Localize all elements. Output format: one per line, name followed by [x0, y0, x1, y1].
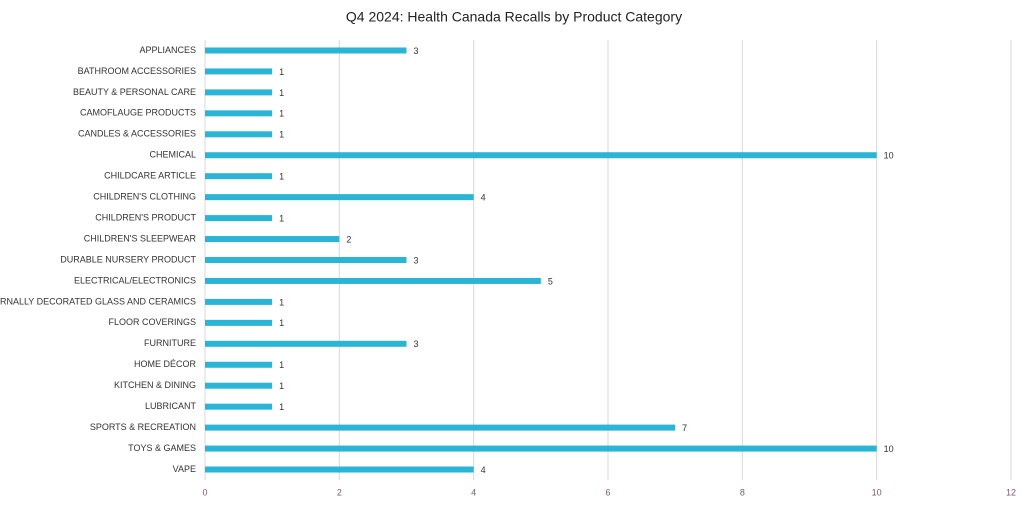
data-label: 1	[279, 318, 284, 328]
y-tick-label: CHILDREN'S CLOTHING	[93, 192, 196, 202]
data-label: 1	[279, 381, 284, 391]
bar	[205, 298, 273, 305]
x-tick-label: 8	[740, 487, 745, 497]
bar	[205, 382, 273, 389]
bar	[205, 403, 273, 410]
data-label: 10	[884, 151, 894, 161]
y-tick-label: CHEMICAL	[149, 150, 196, 160]
bar	[205, 131, 273, 138]
y-tick-label: CAMOFLAUGE PRODUCTS	[80, 108, 196, 118]
bar	[205, 110, 273, 117]
y-tick-label: BEAUTY & PERSONAL CARE	[73, 87, 196, 97]
bar	[205, 89, 273, 96]
y-tick-label: EXTERNALLY DECORATED GLASS AND CERAMICS	[0, 296, 196, 306]
data-label: 1	[279, 297, 284, 307]
data-label: 1	[279, 172, 284, 182]
data-label: 10	[884, 444, 894, 454]
x-tick-label: 4	[471, 487, 476, 497]
data-label: 7	[682, 423, 687, 433]
bar	[205, 257, 407, 263]
data-label: 1	[279, 360, 284, 370]
bar	[205, 424, 676, 431]
data-label: 1	[279, 130, 284, 140]
bar	[205, 215, 273, 222]
data-label: 3	[414, 339, 419, 349]
data-label: 3	[414, 46, 419, 56]
chart-title: Q4 2024: Health Canada Recalls by Produc…	[346, 9, 682, 25]
bar	[205, 361, 273, 368]
x-tick-label: 6	[605, 487, 610, 497]
x-tick-label: 0	[202, 487, 207, 497]
y-tick-label: FURNITURE	[144, 338, 196, 348]
bar	[205, 445, 877, 452]
y-tick-label: KITCHEN & DINING	[114, 380, 196, 390]
bar	[205, 277, 541, 284]
y-tick-label: FLOOR COVERINGS	[108, 317, 196, 327]
data-label: 5	[548, 276, 553, 286]
data-label: 1	[279, 88, 284, 98]
y-tick-label: CHILDREN'S SLEEPWEAR	[84, 233, 197, 243]
y-tick-label: APPLIANCES	[139, 45, 196, 55]
bar	[205, 152, 877, 159]
data-label: 1	[279, 67, 284, 77]
bar	[205, 173, 273, 180]
y-tick-label: SPORTS & RECREATION	[90, 422, 196, 432]
bar	[205, 319, 273, 326]
y-tick-label: CANDLES & ACCESSORIES	[78, 129, 196, 139]
y-tick-label: DURABLE NURSERY PRODUCT	[60, 254, 196, 264]
y-tick-label: TOYS & GAMES	[128, 443, 196, 453]
x-tick-label: 10	[872, 487, 882, 497]
data-label: 4	[481, 193, 486, 203]
data-label: 4	[481, 465, 486, 475]
data-label: 3	[414, 255, 419, 265]
y-tick-label: ELECTRICAL/ELECTRONICS	[74, 275, 196, 285]
y-tick-label: VAPE	[173, 464, 196, 474]
data-label: 1	[279, 109, 284, 119]
data-label: 2	[346, 234, 351, 244]
x-tick-label: 2	[337, 487, 342, 497]
bar	[205, 340, 407, 347]
bar	[205, 68, 273, 75]
y-tick-label: CHILDREN'S PRODUCT	[95, 212, 196, 222]
y-tick-label: CHILDCARE ARTICLE	[104, 171, 196, 181]
y-tick-label: HOME DÉCOR	[134, 359, 197, 369]
x-tick-label: 12	[1006, 487, 1016, 497]
y-tick-label: BATHROOM ACCESSORIES	[78, 66, 196, 76]
y-tick-label: LUBRICANT	[145, 401, 197, 411]
bar	[205, 194, 474, 201]
data-label: 1	[279, 402, 284, 412]
data-label: 1	[279, 213, 284, 223]
bar	[205, 47, 407, 54]
bar	[205, 466, 474, 473]
bar	[205, 236, 340, 243]
